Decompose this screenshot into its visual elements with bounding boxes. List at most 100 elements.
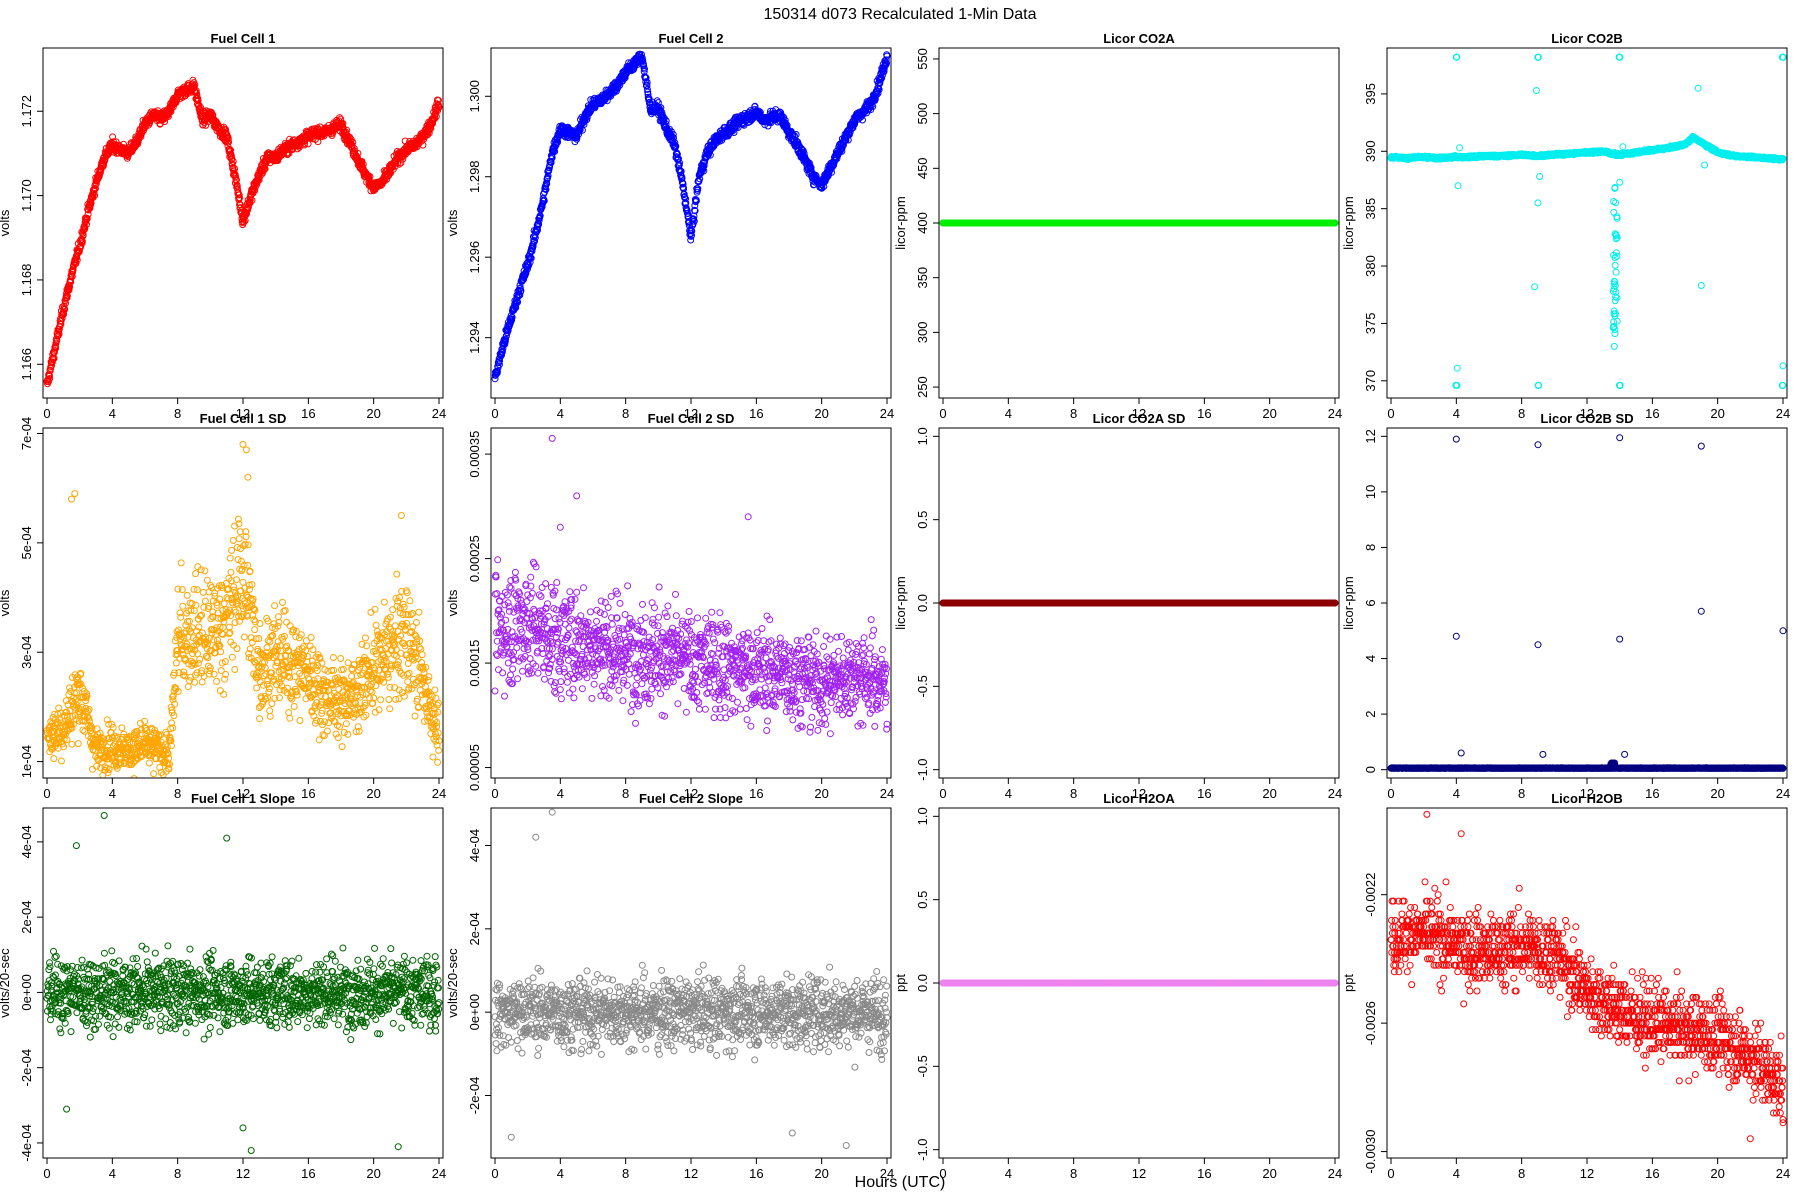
y-tick-label: 1.168: [19, 264, 34, 297]
data-point: [882, 56, 890, 64]
data-point: [671, 139, 679, 147]
x-tick-label: 24: [1328, 406, 1342, 421]
panel-title: Fuel Cell 2: [658, 31, 723, 46]
x-tick-label: 4: [1453, 406, 1460, 421]
data-point: [491, 375, 499, 383]
x-tick-label: 16: [1197, 406, 1211, 421]
data-point: [73, 256, 81, 264]
data-point: [427, 124, 435, 132]
data-point: [641, 65, 648, 73]
y-tick-label: 250: [915, 376, 930, 398]
x-tick-label: 8: [1070, 406, 1077, 421]
figure-title: 150314 d073 Recalculated 1-Min Data: [763, 6, 1036, 23]
panel-title: Licor CO2A: [1103, 31, 1175, 46]
data-point: [883, 59, 890, 67]
y-tick-label: 1.298: [467, 160, 482, 193]
y-tick-label: 350: [915, 267, 930, 289]
x-tick-label: 8: [174, 406, 181, 421]
data-point: [642, 74, 650, 82]
data-point: [866, 103, 874, 110]
data-point: [690, 217, 698, 225]
x-tick-label: 24: [880, 406, 894, 421]
y-tick-label: 1.166: [19, 348, 34, 381]
data-point: [700, 162, 708, 170]
data-point: [657, 104, 665, 112]
data-point: [528, 247, 536, 255]
data-point: [95, 172, 103, 180]
data-point: [672, 142, 680, 150]
data-point: [75, 247, 83, 255]
data-point: [687, 236, 695, 244]
data-point: [493, 368, 501, 376]
data-point: [535, 217, 543, 225]
y-tick-label: 395: [1363, 83, 1378, 105]
data-point: [1331, 219, 1339, 227]
data-point: [425, 129, 433, 137]
data-point: [359, 160, 367, 168]
data-point: [69, 265, 77, 273]
x-tick-label: 4: [557, 406, 564, 421]
data-point: [337, 115, 345, 123]
data-point: [883, 52, 891, 60]
y-tick-label: 1.296: [467, 241, 482, 274]
points: [491, 50, 891, 383]
data-point: [48, 358, 56, 366]
y-tick-label: 1.300: [467, 80, 482, 113]
data-point: [350, 145, 358, 153]
plot-frame: [42, 47, 444, 399]
y-tick-label: 300: [915, 322, 930, 344]
data-point: [516, 284, 524, 292]
x-tick-label: 8: [622, 406, 629, 421]
data-point: [57, 320, 65, 328]
data-point: [643, 85, 651, 93]
x-tick-label: 20: [366, 406, 380, 421]
y-axis-label: volts: [0, 209, 12, 236]
x-tick-label: 20: [814, 406, 828, 421]
data-point: [248, 196, 256, 204]
data-point: [65, 286, 73, 294]
data-point: [228, 154, 236, 162]
y-axis-label: licor-ppm: [1341, 196, 1356, 249]
y-tick-label: 380: [1363, 255, 1378, 277]
y-tick-label: 1.172: [19, 95, 34, 128]
x-tick-label: 24: [432, 406, 446, 421]
data-point: [336, 114, 344, 122]
data-point: [871, 95, 879, 103]
data-point: [46, 375, 54, 382]
data-point: [874, 89, 882, 97]
data-point: [433, 100, 441, 108]
data-point: [354, 149, 362, 157]
data-point: [137, 133, 145, 141]
data-point: [395, 160, 403, 168]
data-point: [643, 79, 651, 86]
plot-frame: [490, 47, 892, 399]
data-point: [261, 165, 269, 173]
data-point: [83, 215, 91, 222]
data-point: [517, 287, 525, 295]
data-point: [92, 185, 99, 192]
data-point: [694, 185, 702, 193]
data-point: [691, 207, 699, 215]
data-point: [837, 145, 845, 153]
points: [43, 76, 443, 388]
data-point: [679, 180, 687, 188]
y-axis-label: volts: [445, 209, 460, 236]
data-point: [225, 138, 233, 146]
data-point: [161, 118, 169, 126]
points: [1387, 53, 1787, 389]
data-point: [329, 129, 337, 137]
data-point: [81, 225, 89, 233]
data-point: [639, 57, 647, 65]
data-point: [516, 291, 524, 299]
y-tick-label: 500: [915, 103, 930, 125]
data-point: [349, 138, 357, 146]
data-point: [829, 163, 837, 171]
data-point: [96, 169, 104, 177]
data-point: [680, 190, 688, 198]
panel-title: Licor CO2B: [1551, 31, 1623, 46]
data-point: [48, 362, 56, 369]
data-point: [224, 135, 232, 143]
